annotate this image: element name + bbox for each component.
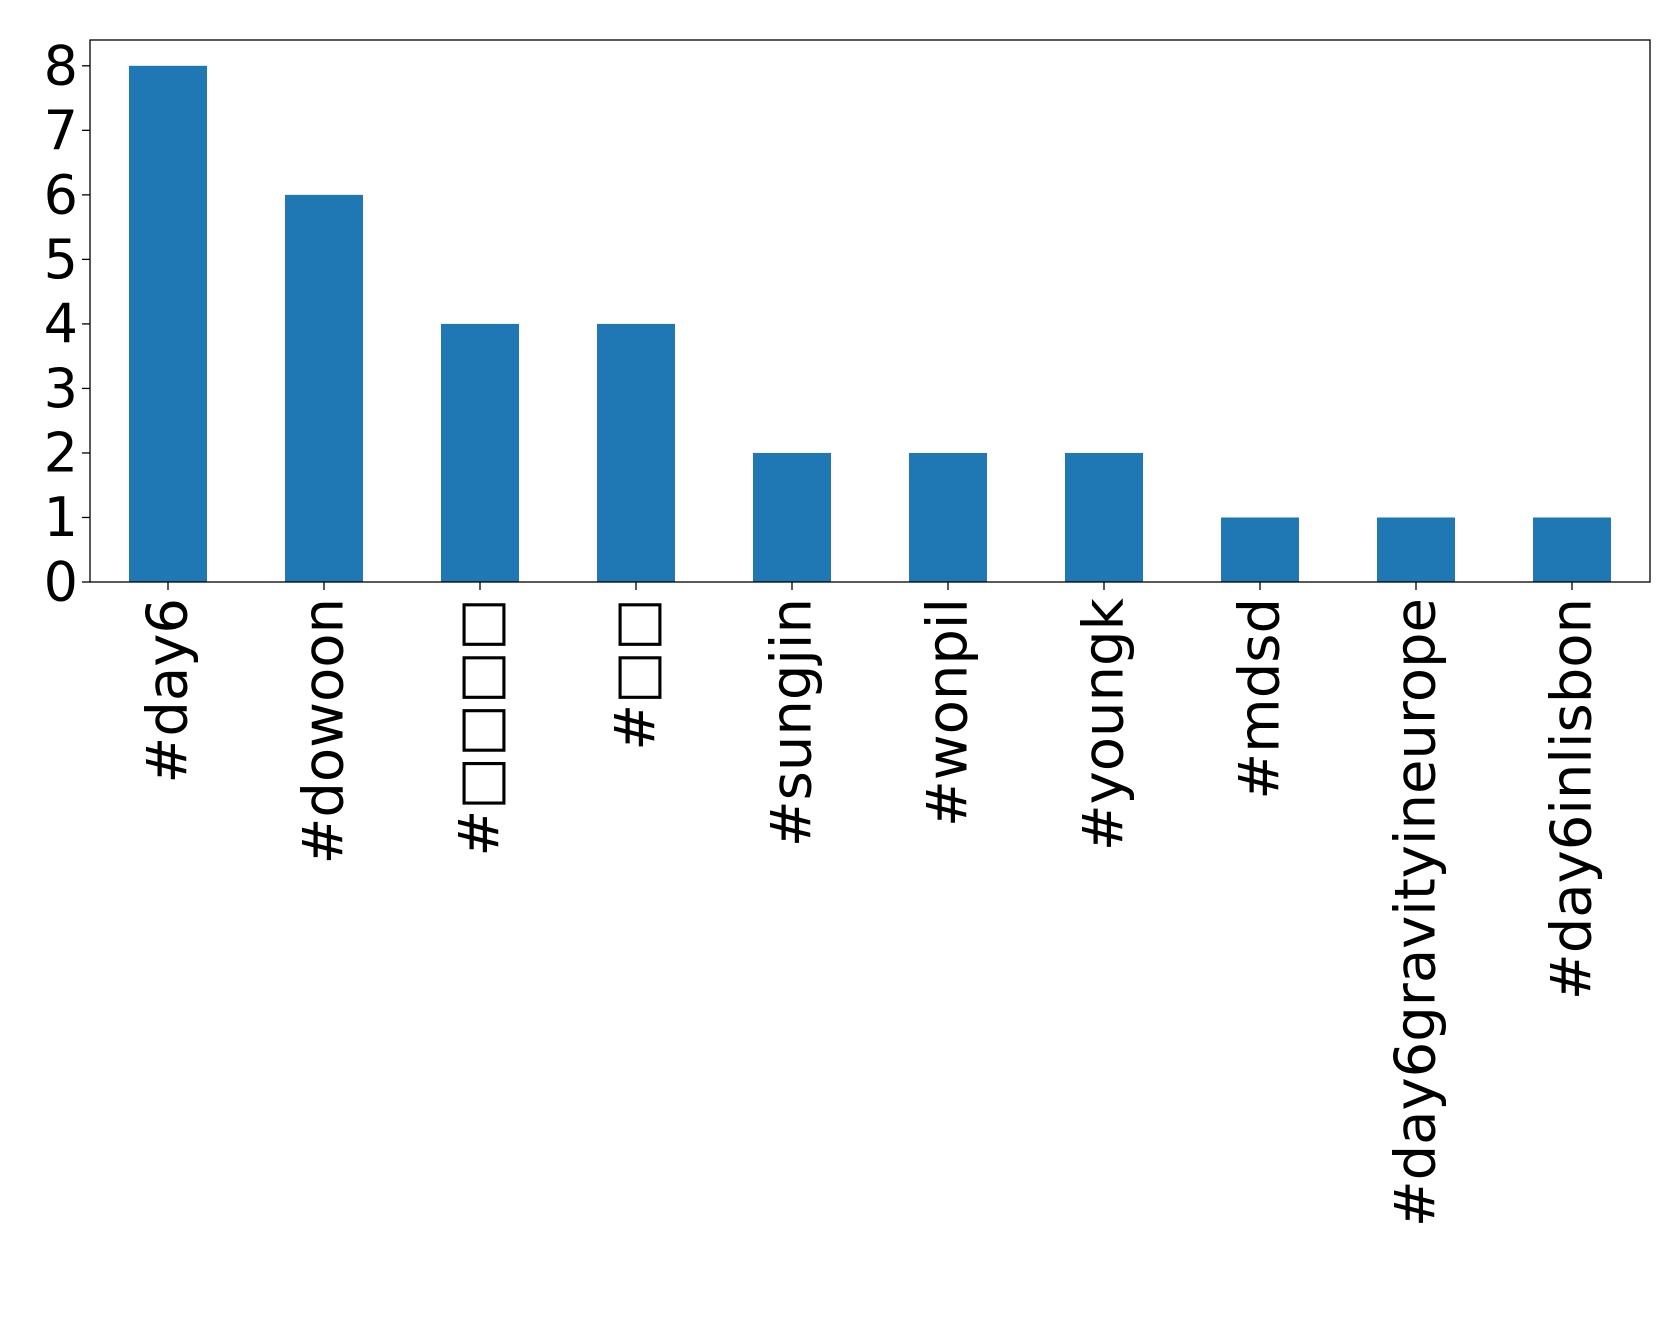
x-tick-label-6: #youngk	[1072, 597, 1137, 851]
plot-frame	[89, 39, 1651, 583]
y-tick-label-8: 8	[44, 34, 78, 97]
bar-9	[1533, 517, 1611, 582]
bar-0	[129, 65, 207, 583]
bar-7	[1221, 517, 1299, 582]
bar-8	[1377, 517, 1455, 582]
bar-2	[441, 323, 519, 582]
bar-3	[597, 323, 675, 582]
y-tick-label-7: 7	[44, 99, 78, 162]
x-tick-label-4: #sungjin	[760, 598, 825, 847]
x-tick-label-8: #day6gravityineurope	[1384, 598, 1449, 1227]
x-tick-label-7: #mdsd	[1228, 598, 1293, 800]
bar-1	[285, 194, 363, 582]
x-tick-label-2: #□□□□	[448, 598, 513, 857]
bar-6	[1065, 452, 1143, 582]
y-tick-label-0: 0	[44, 551, 78, 614]
bars-group	[129, 65, 1611, 583]
x-tick-label-1: #dowoon	[292, 598, 357, 865]
y-tick-label-3: 3	[44, 357, 78, 420]
x-tick-label-3: #□□	[604, 598, 669, 751]
y-tick-label-6: 6	[44, 163, 78, 226]
x-tick-label-0: #day6	[136, 598, 201, 784]
bar-4	[753, 452, 831, 582]
x-axis: #day6 #dowoon #□□□□ #□□ #sungjin #wonpil #youn…	[136, 582, 1605, 1227]
x-tick-label-5: #wonpil	[916, 598, 981, 827]
y-tick-label-4: 4	[44, 292, 78, 355]
x-tick-label-9: #day6inlisbon	[1540, 598, 1605, 1000]
y-tick-label-5: 5	[44, 228, 78, 291]
y-tick-label-1: 1	[44, 486, 78, 549]
y-tick-label-2: 2	[44, 421, 78, 484]
bar-5	[909, 452, 987, 582]
